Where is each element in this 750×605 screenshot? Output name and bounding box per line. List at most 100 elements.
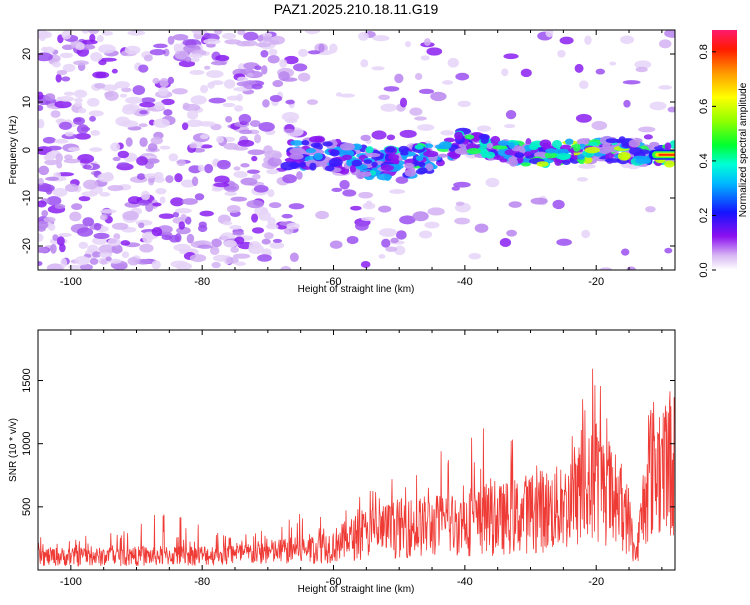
noise-blob — [112, 263, 128, 270]
noise-blob — [621, 248, 630, 256]
noise-blob — [415, 72, 423, 80]
noise-blob — [80, 126, 91, 132]
noise-blob — [110, 142, 121, 152]
spectrogram-x-tick-label: -100 — [60, 276, 82, 288]
spectrogram-x-tick-label: -80 — [194, 276, 210, 288]
noise-blob — [69, 211, 82, 222]
noise-blob — [111, 68, 118, 74]
signal-blob — [313, 152, 323, 161]
noise-blob — [167, 76, 175, 85]
signal-blob — [365, 152, 381, 158]
noise-blob — [89, 147, 103, 152]
noise-blob — [163, 48, 170, 57]
noise-blob — [185, 216, 192, 225]
noise-blob — [378, 94, 390, 100]
signal-blob — [443, 137, 455, 143]
noise-blob — [171, 88, 188, 95]
noise-blob — [304, 30, 321, 35]
noise-blob — [284, 128, 295, 134]
signal-blob — [346, 158, 353, 167]
colorbar-tick-label: 0.8 — [698, 44, 710, 59]
noise-blob — [635, 66, 648, 73]
noise-blob — [447, 57, 459, 68]
noise-blob — [609, 61, 617, 66]
signal-blob — [529, 143, 539, 151]
noise-blob — [260, 49, 269, 58]
noise-blob — [114, 81, 130, 89]
signal-blob — [371, 161, 378, 167]
noise-blob — [298, 48, 309, 57]
noise-blob — [64, 131, 74, 137]
noise-blob — [54, 204, 66, 209]
noise-blob — [38, 105, 44, 111]
noise-blob — [226, 204, 241, 214]
noise-blob — [79, 263, 93, 270]
signal-blob — [598, 146, 612, 154]
snr-y-tick-label: 1000 — [21, 431, 33, 455]
signal-blob — [324, 165, 335, 172]
noise-blob — [153, 118, 170, 128]
noise-blob — [52, 61, 61, 68]
noise-blob — [147, 176, 155, 186]
noise-blob — [251, 155, 258, 162]
noise-blob — [200, 84, 209, 94]
noise-blob — [658, 39, 672, 49]
noise-blob — [268, 202, 282, 209]
noise-blob — [125, 137, 133, 147]
noise-blob — [249, 120, 261, 128]
noise-blob — [252, 227, 264, 234]
noise-blob — [238, 113, 252, 124]
signal-blob — [664, 142, 672, 151]
noise-blob — [44, 93, 56, 102]
noise-blob — [254, 133, 262, 144]
signal-blob — [349, 164, 357, 173]
noise-blob — [221, 32, 237, 40]
snr-x-tick-label: -80 — [194, 576, 210, 588]
colorbar-tick-label: 0.6 — [698, 99, 710, 114]
noise-blob — [119, 93, 128, 98]
noise-blob — [59, 52, 73, 59]
noise-blob — [107, 184, 124, 192]
noise-blob — [232, 231, 245, 236]
noise-blob — [58, 96, 75, 102]
noise-blob — [61, 30, 72, 40]
colorbar-tick-label: 0.4 — [698, 153, 710, 168]
noise-blob — [38, 246, 49, 253]
signal-blob — [562, 160, 571, 165]
noise-blob — [233, 170, 248, 178]
noise-blob — [246, 199, 264, 209]
noise-blob — [98, 44, 116, 54]
noise-blob — [151, 227, 163, 237]
noise-blob — [181, 198, 198, 205]
noise-blob — [124, 45, 141, 55]
signal-blob — [330, 139, 338, 148]
noise-blob — [56, 161, 63, 169]
noise-blob — [254, 206, 268, 216]
noise-blob — [153, 101, 165, 111]
signal-blob — [604, 158, 621, 163]
noise-blob — [176, 159, 186, 167]
noise-blob — [139, 110, 148, 115]
signal-blob — [466, 148, 481, 155]
noise-blob — [63, 91, 75, 96]
snr-x-label: Height of straight line (km) — [298, 584, 415, 595]
noise-blob — [89, 257, 99, 265]
noise-blob — [105, 256, 112, 262]
noise-blob — [47, 145, 62, 151]
noise-blob — [138, 123, 148, 128]
signal-blob — [404, 168, 417, 177]
noise-blob — [165, 175, 174, 184]
signal-blob — [414, 144, 424, 150]
signal-blob — [480, 135, 489, 144]
spectrogram-axes: -100 -80 -60 -40 -20 20 10 0 -10 -20 — [21, 30, 675, 288]
noise-blob — [75, 42, 85, 51]
noise-blob — [457, 100, 471, 108]
noise-blob — [127, 256, 140, 266]
noise-blob — [42, 136, 56, 144]
signal-blob — [464, 134, 475, 140]
noise-blob — [234, 261, 247, 266]
noise-blob — [257, 254, 272, 262]
signal-blob — [423, 150, 439, 158]
signal-blob — [339, 142, 355, 151]
